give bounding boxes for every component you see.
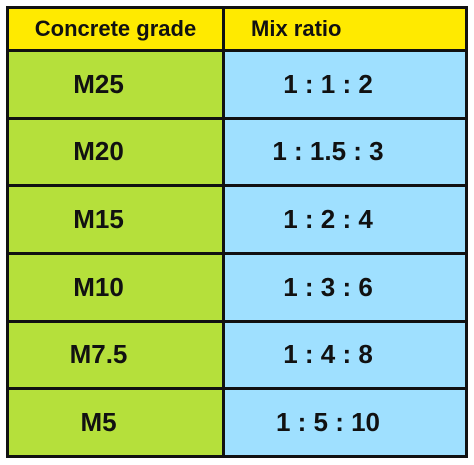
grade-cell: M25	[9, 52, 222, 117]
header-concrete-grade: Concrete grade	[9, 9, 222, 49]
ratio-cell: 1 : 1 : 2	[225, 52, 465, 117]
ratio-cell: 1 : 5 : 10	[225, 390, 465, 455]
grade-cell: M7.5	[9, 322, 222, 388]
grade-cell: M5	[9, 390, 222, 455]
grade-cell: M10	[9, 254, 222, 320]
grade-cell: M15	[9, 187, 222, 252]
grade-cell: M20	[9, 119, 222, 185]
ratio-cell: 1 : 4 : 8	[225, 322, 465, 388]
ratio-cell: 1 : 2 : 4	[225, 187, 465, 252]
header-mix-ratio: Mix ratio	[225, 9, 465, 49]
ratio-cell: 1 : 3 : 6	[225, 254, 465, 320]
mix-ratio-table: Concrete grade Mix ratio M25 1 : 1 : 2 M…	[6, 6, 468, 458]
ratio-cell: 1 : 1.5 : 3	[225, 119, 465, 185]
